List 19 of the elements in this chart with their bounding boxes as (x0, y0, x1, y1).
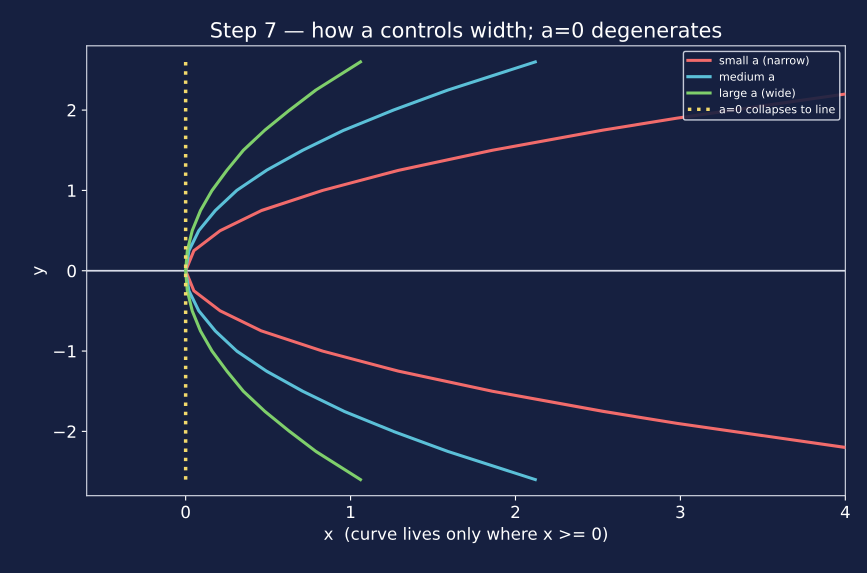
line-series (184, 60, 537, 482)
x-tick-label: 0 (181, 506, 190, 518)
y-tick-label: −1 (54, 345, 76, 358)
chart-title: Step 7 — how a controls width; a=0 degenerates (211, 22, 722, 42)
legend-label: a=0 collapses to line (720, 104, 835, 116)
y-tick-label: 2 (68, 104, 76, 116)
y-tick-label: 0 (67, 264, 76, 278)
x-tick-label: 1 (347, 506, 354, 518)
legend-label: small a (narrow) (720, 56, 809, 66)
x-axis-title: x (curve lives only where x >= 0) (324, 527, 607, 544)
y-tick-label: 1 (68, 184, 76, 197)
x-tick-label: 2 (511, 506, 520, 518)
x-tick-label: 4 (840, 506, 850, 518)
x-tick-label: 3 (676, 506, 684, 518)
legend-label: medium a (720, 72, 774, 81)
line-series (184, 60, 362, 482)
y-axis-title: y (34, 266, 47, 276)
legend-label: large a (wide) (720, 88, 795, 100)
y-tick-label: −2 (54, 425, 76, 438)
